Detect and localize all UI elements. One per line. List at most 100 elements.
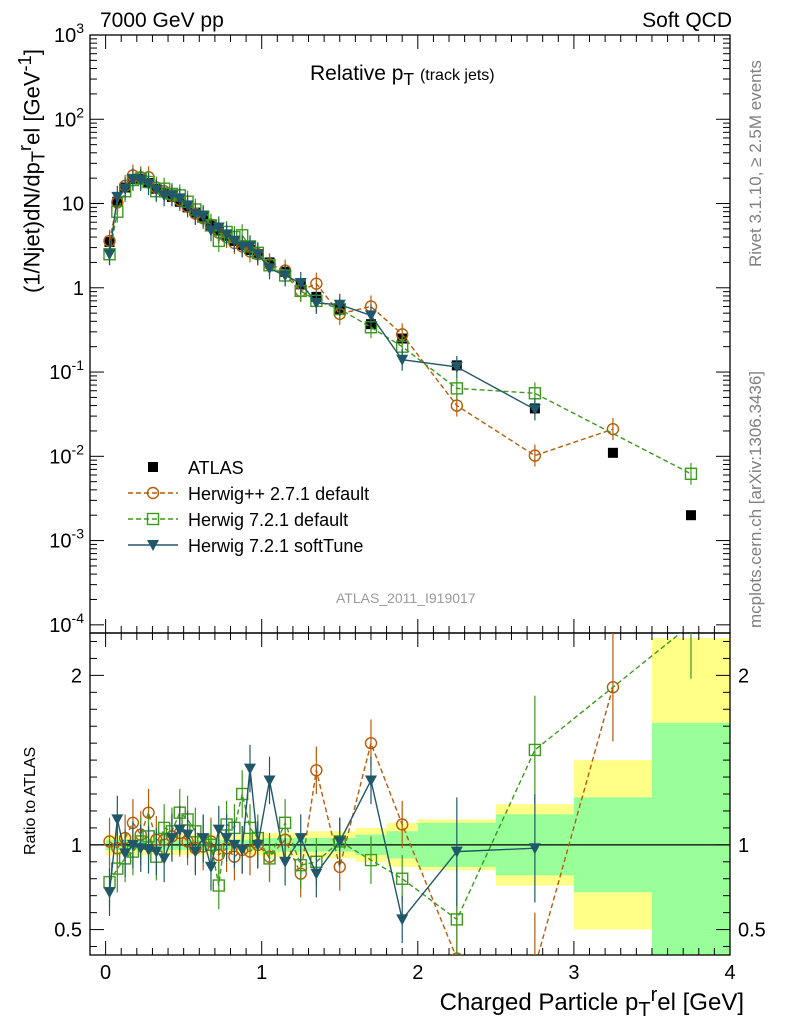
data-marker [333,836,346,848]
ratio-tick-label-right: 1 [738,835,749,857]
data-marker [228,839,241,851]
data-marker [119,183,132,195]
series-line [108,178,536,411]
main-series-group [103,164,698,521]
series-main [103,164,620,467]
data-marker [103,887,116,899]
ratio-tick-label-right: 0.5 [738,920,766,942]
data-marker [528,843,541,855]
x-axis-label: Charged Particle pTrel [GeV] [440,984,744,1022]
chart-title-main: Relative p [310,62,404,85]
data-marker [181,829,194,841]
ratio-tick-label: 2 [71,665,82,687]
y-tick-label: 10-3 [49,526,84,553]
series-ratio [103,744,541,944]
y-axis-label-subscript: T [27,150,49,163]
y-axis-label-superscript: r [14,144,35,151]
data-marker [294,277,307,289]
data-marker [396,354,409,366]
data-marker [529,961,540,972]
data-marker [364,853,378,867]
data-marker [212,222,225,234]
data-marker [197,833,210,845]
legend: ATLAS Herwig++ 2.7.1 default Herwig 7.2.1 … [128,458,369,556]
data-marker [244,241,256,253]
data-marker [150,184,163,196]
ratio-axis-label: Ratio to ATLAS [22,746,39,855]
data-marker [236,241,249,253]
legend-label: ATLAS [188,458,244,478]
data-marker [158,853,171,865]
y-tick-label: 1 [73,278,84,300]
x-tick-label: 3 [568,962,579,984]
data-marker [528,743,542,757]
data-marker [606,422,620,436]
data-marker [310,277,323,290]
data-marker [364,775,377,787]
data-marker [165,190,178,202]
data-marker [212,824,225,836]
chart-title-subscript: T [403,69,415,90]
data-marker [220,229,233,241]
data-marker [158,190,171,202]
data-marker [263,775,276,787]
data-marker [251,839,264,851]
y-axis-label-end: ] [19,49,45,56]
legend-label: Herwig 7.2.1 softTune [188,536,363,556]
data-marker [396,914,409,926]
data-marker [607,447,618,458]
y-axis-label-suffix: el [GeV [19,71,45,145]
data-marker [528,449,542,462]
data-marker [364,736,378,750]
x-tick-label: 2 [412,962,423,984]
ratio-tick-label: 0.5 [54,920,82,942]
data-marker [279,270,292,282]
x-axis-label-superscript: r [650,984,658,1006]
analysis-id-label: ATLAS_2011_I919017 [336,590,476,606]
y-axis-label: (1/Njet)dN/dpTrel [GeV-1] [14,49,50,293]
data-marker [236,844,249,856]
data-marker [142,179,155,191]
data-marker [204,225,217,237]
data-marker [450,846,463,858]
y-tick-label: 10 [62,194,84,216]
data-marker [150,846,163,858]
ratio-series-group [103,633,692,972]
data-marker [181,200,194,212]
data-marker [148,462,158,472]
data-marker [450,361,463,373]
x-axis-label-main: Charged Particle p [439,989,639,1016]
data-marker [310,868,323,880]
main-panel-frame [89,34,731,634]
data-marker [146,486,160,500]
data-marker [204,861,217,873]
data-marker [450,399,464,412]
data-marker [119,848,132,860]
ratio-line [108,633,682,921]
data-marker [606,681,620,694]
data-marker [228,235,241,247]
x-axis-label-suffix: el [GeV] [657,989,744,1016]
data-marker [450,913,464,926]
process-label: Soft QCD [642,9,732,32]
chart-title-suffix: (track jets) [419,67,495,84]
data-marker [684,467,698,481]
rivet-version-label: Rivet 3.1.10, ≥ 2.5M events [746,60,765,267]
series-main [103,168,541,421]
x-tick-label: 1 [256,962,267,984]
data-marker [197,211,210,223]
data-marker [263,263,276,275]
data-marker [278,816,292,830]
data-marker [244,763,256,775]
data-marker [189,846,202,858]
legend-label: Herwig++ 2.7.1 default [188,484,369,504]
data-marker [146,512,160,526]
data-marker [157,821,171,835]
data-marker [147,540,159,551]
data-marker [395,872,409,885]
data-marker [528,404,541,416]
ratio-tick-label-right: 2 [738,665,749,687]
x-tick-label: 4 [724,962,735,984]
data-marker [173,193,186,205]
